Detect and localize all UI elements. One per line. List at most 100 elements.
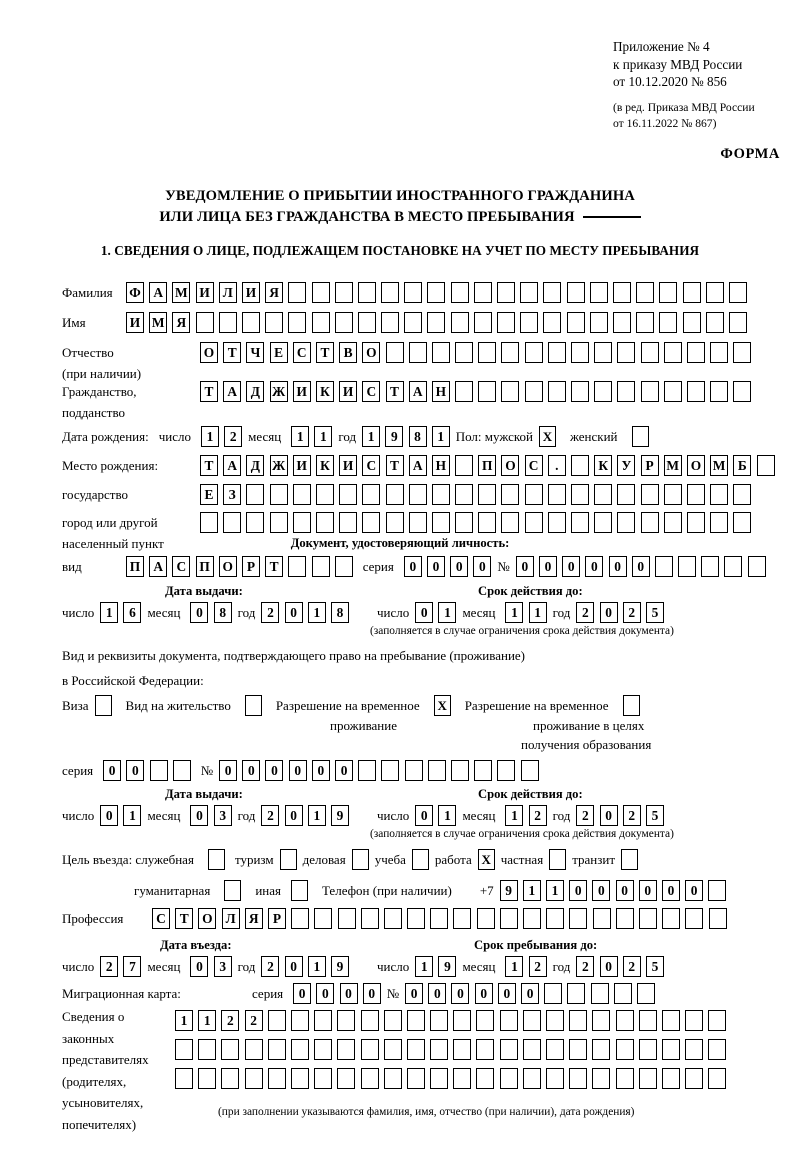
char-box[interactable] — [547, 484, 566, 505]
char-box[interactable] — [501, 342, 520, 363]
purpose-transit-checkbox[interactable] — [621, 849, 639, 870]
char-box[interactable]: О — [198, 908, 217, 929]
char-box[interactable] — [682, 312, 701, 333]
char-box[interactable]: 2 — [261, 956, 280, 977]
char-box[interactable] — [339, 484, 358, 505]
char-box[interactable] — [334, 282, 353, 303]
char-box[interactable]: 0 — [608, 556, 627, 577]
char-box[interactable] — [571, 381, 589, 402]
char-box[interactable] — [663, 484, 682, 505]
char-box[interactable] — [640, 512, 659, 533]
char-box[interactable] — [686, 484, 705, 505]
char-box[interactable] — [640, 381, 659, 402]
char-box[interactable]: П — [126, 556, 144, 577]
char-box[interactable]: Л — [221, 908, 240, 929]
char-box[interactable] — [430, 1010, 449, 1031]
char-box[interactable]: 3 — [213, 805, 232, 826]
char-box[interactable] — [571, 512, 589, 533]
char-box[interactable] — [499, 908, 518, 929]
char-box[interactable] — [288, 556, 307, 577]
char-box[interactable]: С — [152, 908, 170, 929]
char-box[interactable]: В — [339, 342, 358, 363]
char-box[interactable]: 0 — [592, 880, 611, 901]
char-box[interactable]: 0 — [403, 556, 422, 577]
char-box[interactable] — [636, 312, 655, 333]
char-box[interactable]: 1 — [505, 602, 524, 623]
legal-rep-boxes-3[interactable] — [175, 1068, 727, 1089]
char-box[interactable] — [315, 512, 334, 533]
char-box[interactable] — [407, 908, 426, 929]
char-box[interactable]: 1 — [505, 805, 524, 826]
char-box[interactable]: 5 — [645, 956, 664, 977]
char-box[interactable]: 0 — [450, 556, 469, 577]
char-box[interactable] — [566, 312, 585, 333]
char-box[interactable] — [685, 908, 704, 929]
char-box[interactable] — [524, 484, 543, 505]
char-box[interactable] — [473, 312, 492, 333]
char-box[interactable] — [523, 908, 541, 929]
char-box[interactable]: Е — [200, 484, 218, 505]
char-box[interactable]: 0 — [615, 880, 634, 901]
char-box[interactable]: О — [686, 455, 705, 476]
char-box[interactable] — [589, 282, 608, 303]
char-box[interactable]: Т — [265, 556, 284, 577]
char-box[interactable] — [617, 381, 636, 402]
char-box[interactable] — [383, 1068, 402, 1089]
char-box[interactable] — [547, 381, 566, 402]
char-box[interactable] — [592, 1039, 611, 1060]
char-box[interactable] — [175, 1068, 193, 1089]
char-box[interactable] — [267, 1068, 286, 1089]
char-box[interactable] — [592, 908, 611, 929]
char-box[interactable] — [476, 1039, 495, 1060]
char-box[interactable] — [594, 512, 613, 533]
char-box[interactable]: 2 — [100, 956, 119, 977]
char-box[interactable]: Н — [431, 381, 450, 402]
char-box[interactable] — [221, 1039, 240, 1060]
char-box[interactable] — [360, 1068, 379, 1089]
birthplace-boxes-3[interactable] — [200, 512, 752, 533]
char-box[interactable]: 1 — [307, 956, 326, 977]
char-box[interactable]: И — [126, 312, 144, 333]
char-box[interactable] — [200, 512, 218, 533]
char-box[interactable] — [638, 908, 657, 929]
char-box[interactable] — [615, 1068, 634, 1089]
purpose-tourism-checkbox[interactable] — [279, 849, 297, 870]
char-box[interactable]: О — [218, 556, 237, 577]
char-box[interactable] — [571, 455, 589, 476]
char-box[interactable]: У — [617, 455, 636, 476]
char-box[interactable]: 0 — [284, 956, 303, 977]
char-box[interactable] — [592, 1068, 611, 1089]
char-box[interactable] — [315, 484, 334, 505]
char-box[interactable] — [334, 556, 353, 577]
char-box[interactable] — [678, 556, 697, 577]
char-box[interactable] — [430, 908, 449, 929]
char-box[interactable] — [733, 342, 752, 363]
char-box[interactable] — [218, 312, 237, 333]
char-box[interactable]: Ж — [269, 455, 288, 476]
char-box[interactable] — [708, 908, 727, 929]
char-box[interactable]: 0 — [293, 983, 312, 1004]
char-box[interactable] — [499, 1068, 518, 1089]
char-box[interactable]: 2 — [221, 1010, 240, 1031]
char-box[interactable] — [427, 282, 446, 303]
char-box[interactable]: О — [362, 342, 381, 363]
char-box[interactable]: 9 — [385, 426, 404, 447]
char-box[interactable] — [638, 1010, 657, 1031]
char-box[interactable] — [685, 1068, 704, 1089]
char-box[interactable] — [546, 1068, 564, 1089]
char-box[interactable]: 1 — [307, 602, 326, 623]
char-box[interactable]: 1 — [123, 805, 142, 826]
char-box[interactable] — [292, 512, 311, 533]
char-box[interactable] — [404, 312, 423, 333]
char-box[interactable]: 1 — [505, 956, 524, 977]
char-box[interactable]: 0 — [631, 556, 650, 577]
